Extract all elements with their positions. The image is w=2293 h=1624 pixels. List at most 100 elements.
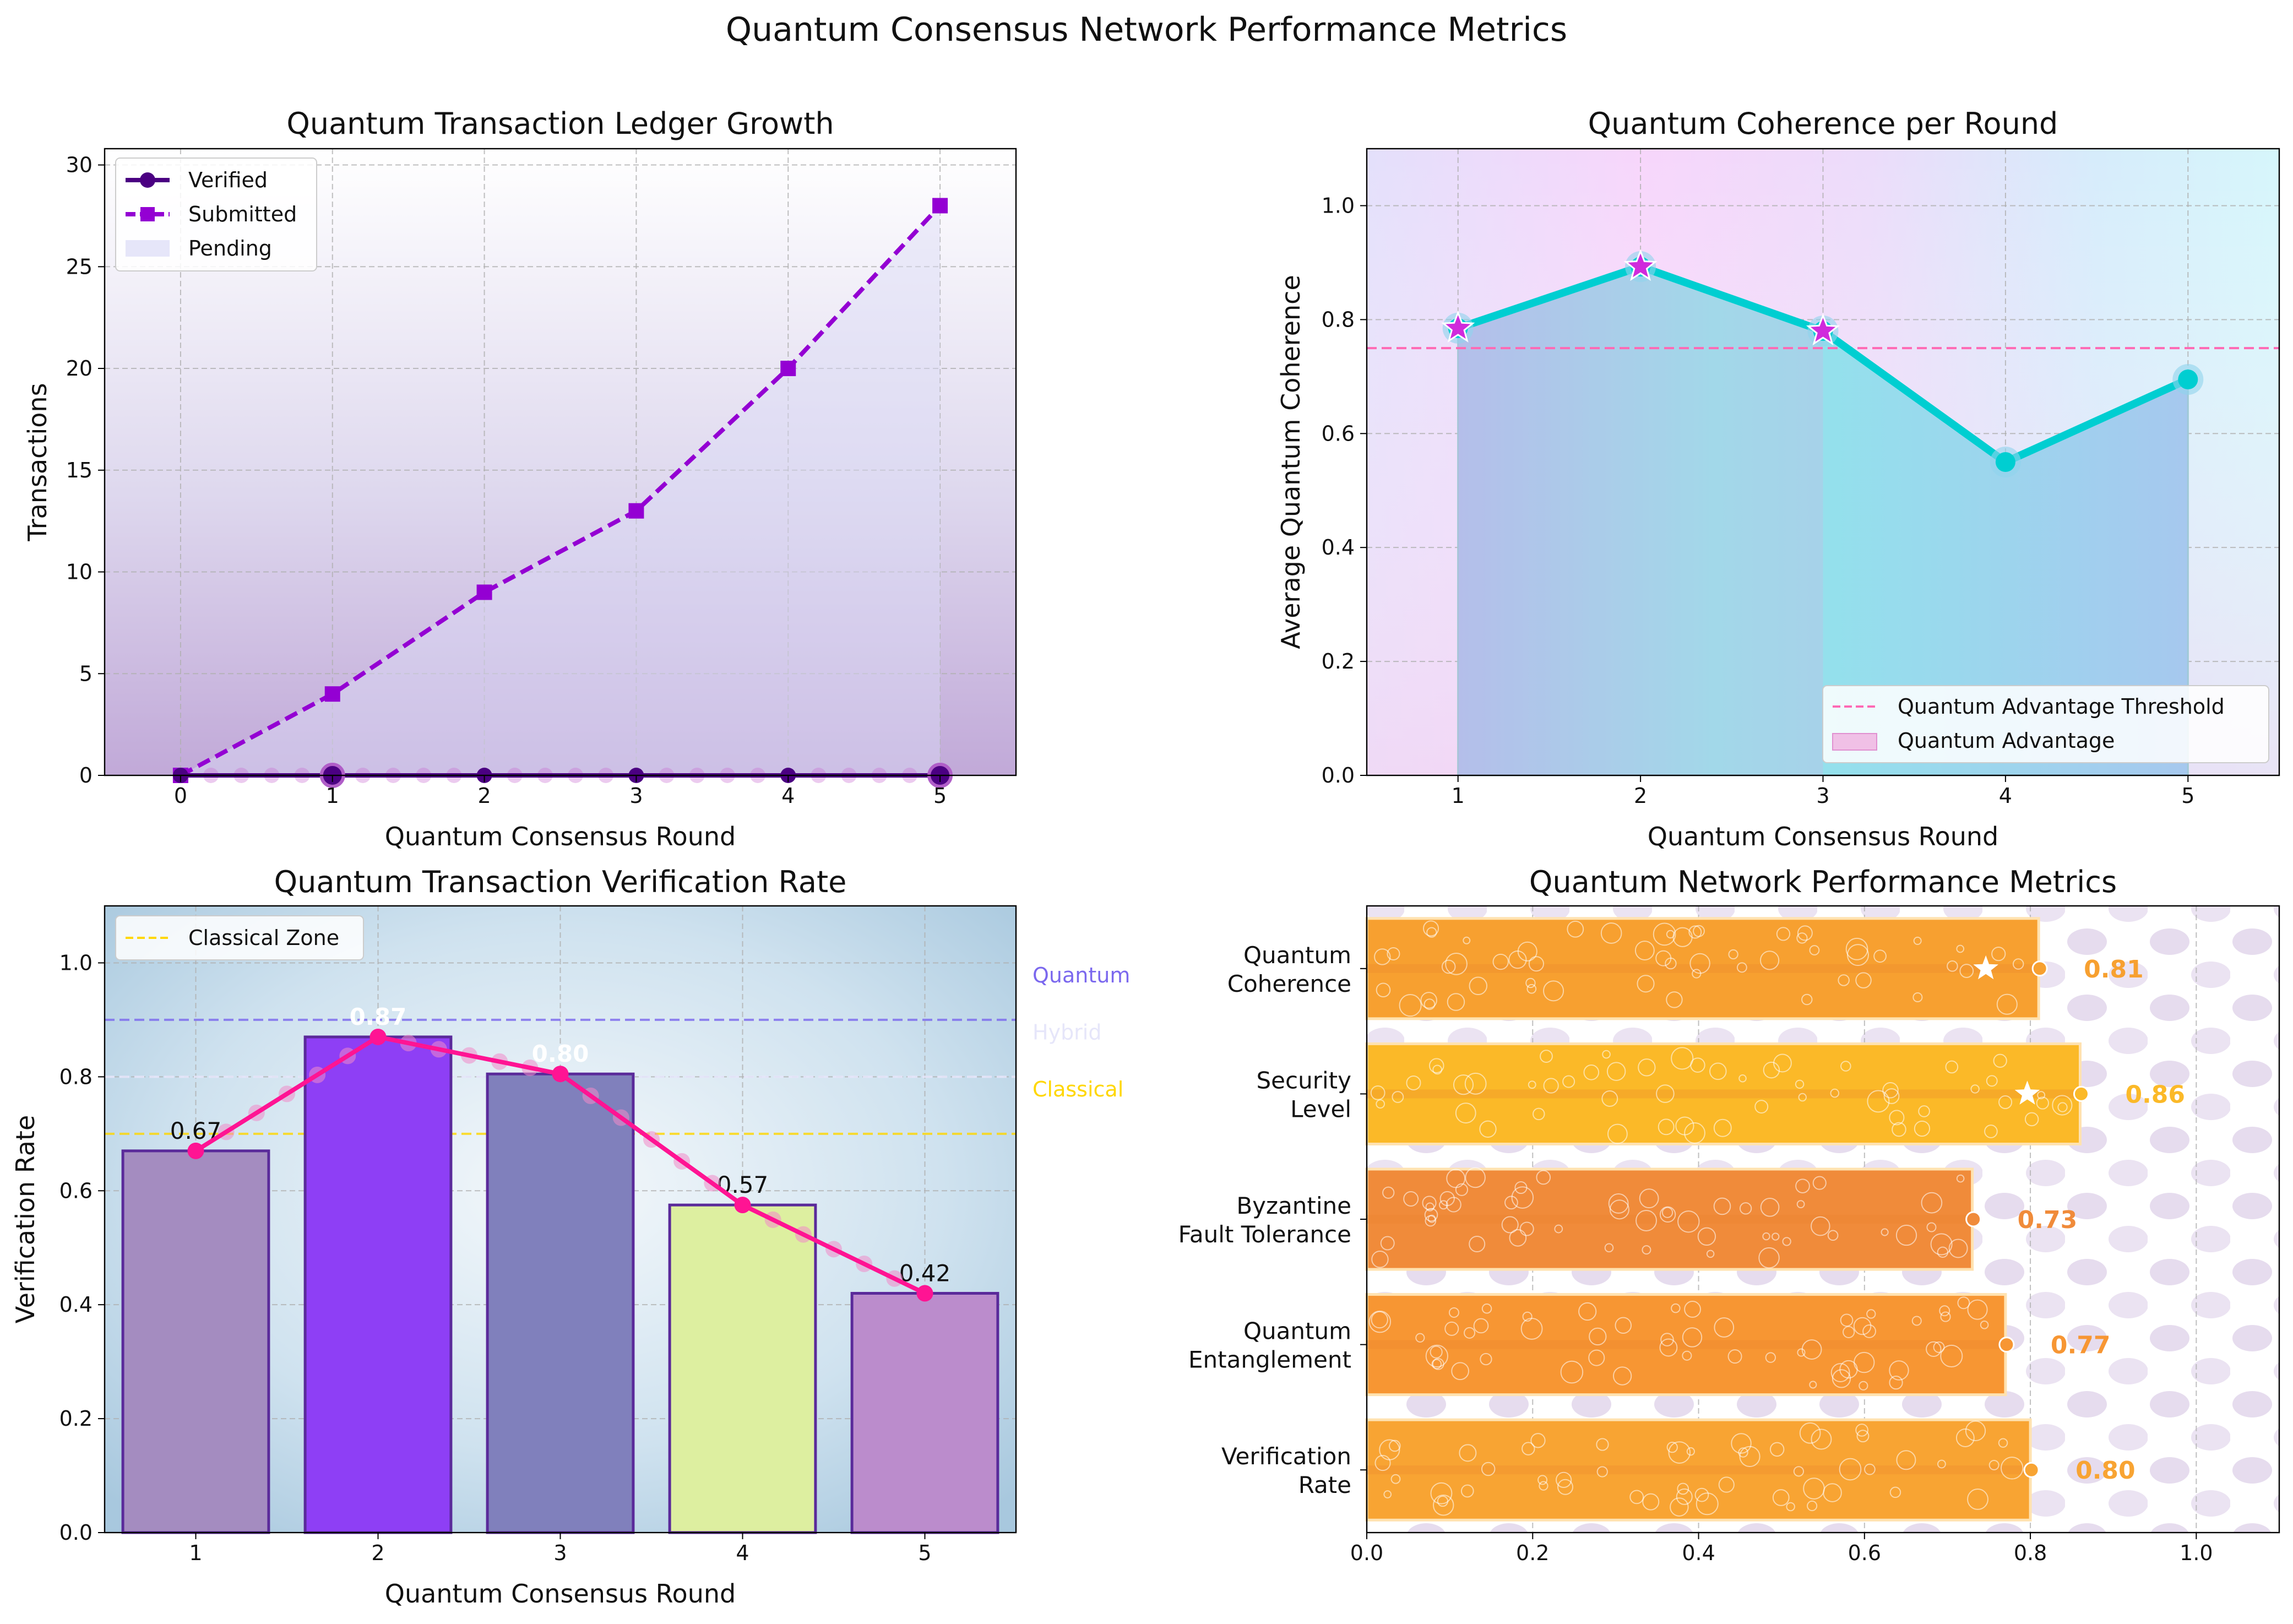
- bubble: [1479, 1120, 1497, 1138]
- bubble: [1689, 953, 1710, 974]
- bubble: [1796, 932, 1808, 944]
- bubble: [1446, 1169, 1466, 1188]
- zone-label-classical: Classical: [1033, 1077, 1123, 1101]
- bubble: [1786, 1502, 1795, 1512]
- metric-value-label: 0.80: [2075, 1457, 2136, 1485]
- legend-box: [1822, 685, 2269, 763]
- submitted-marker: [324, 686, 340, 702]
- chart-title: Quantum Transaction Verification Rate: [274, 865, 847, 899]
- bubble: [1444, 1321, 1459, 1336]
- bubble: [1798, 1093, 1807, 1102]
- bubble: [1554, 1224, 1563, 1234]
- verification-bar: [850, 1291, 999, 1534]
- bubble: [1425, 1202, 1435, 1212]
- bubble: [1543, 1078, 1559, 1094]
- x-tick-label: 5: [2181, 784, 2194, 808]
- metric-end-dot: [1965, 1211, 1982, 1227]
- x-tick-label: 5: [933, 784, 947, 808]
- bubble: [1519, 1221, 1534, 1236]
- x-axis-label: Quantum Consensus Round: [385, 1579, 736, 1609]
- bubble: [1937, 1246, 1949, 1258]
- bubble: [1801, 993, 1813, 1006]
- bubble: [1557, 1479, 1574, 1495]
- bubble: [1956, 1174, 1965, 1183]
- bubble: [1670, 1497, 1689, 1517]
- bubble: [1492, 953, 1509, 970]
- bubble: [1439, 1191, 1455, 1207]
- bubble: [2037, 1091, 2046, 1100]
- legend: Quantum Advantage Threshold Quantum Advan…: [1822, 685, 2269, 763]
- legend: Classical Zone: [115, 915, 364, 960]
- bubble: [1839, 1360, 1858, 1379]
- bubble: [1638, 1058, 1656, 1077]
- bubble: [1481, 1462, 1496, 1476]
- bubble: [1796, 1200, 1805, 1209]
- bubble: [1522, 1311, 1533, 1322]
- bubble: [1455, 1102, 1476, 1124]
- bubble: [1959, 964, 1974, 978]
- legend-verified-marker: [140, 172, 155, 188]
- bubble: [1881, 1228, 1889, 1236]
- y-tick-label: 30: [66, 153, 93, 177]
- bubble: [1889, 1375, 1903, 1390]
- bubble: [1540, 1050, 1553, 1063]
- bubble: [1438, 1200, 1448, 1210]
- bubble: [1840, 1061, 1851, 1072]
- bubble: [1370, 1085, 1385, 1100]
- zone-label-quantum: Quantum: [1033, 963, 1130, 987]
- bubble: [1727, 1349, 1742, 1364]
- bubble: [1736, 962, 1747, 973]
- bubble: [1528, 956, 1545, 972]
- bubble: [1856, 1430, 1870, 1443]
- y-axis-label: Average Quantum Coherence: [1276, 275, 1306, 649]
- y-tick-label: 0.2: [59, 1406, 93, 1431]
- bubble: [1639, 1188, 1659, 1209]
- y-tick-label: 0.8: [1322, 307, 1355, 332]
- x-tick-label: 3: [553, 1541, 567, 1565]
- x-tick-label: 0.4: [1682, 1541, 1715, 1565]
- verification-rate-chart: QuantumHybridClassical0.670.870.800.570.…: [10, 865, 1130, 1609]
- bubble: [1811, 1429, 1832, 1450]
- bubble: [1459, 1444, 1477, 1462]
- bubble: [1423, 998, 1436, 1010]
- bubble: [1424, 1208, 1438, 1222]
- bubble: [1380, 1236, 1395, 1251]
- bubble: [1406, 1075, 1421, 1091]
- bubble: [1690, 1057, 1705, 1073]
- trend-marker: [187, 1142, 204, 1159]
- trend-marker: [552, 1066, 569, 1083]
- bubble: [1957, 1296, 1970, 1310]
- x-tick-label: 5: [918, 1541, 931, 1565]
- metric-bar: [1365, 1167, 1974, 1271]
- bubble: [1940, 1311, 1951, 1322]
- bubble: [1432, 1357, 1444, 1370]
- bubble: [2001, 1457, 2024, 1480]
- metric-category-label: Level: [1290, 1095, 1351, 1122]
- submitted-marker: [476, 584, 492, 600]
- bubble: [1855, 972, 1872, 988]
- legend-submitted-label: Submitted: [188, 202, 297, 226]
- bubble: [1918, 1105, 1930, 1117]
- metric-category-label: Quantum: [1243, 1318, 1351, 1345]
- bubble: [1996, 993, 2018, 1015]
- bubble: [1697, 1227, 1716, 1246]
- bubble: [1560, 1360, 1584, 1384]
- bubble: [1998, 1438, 2008, 1448]
- legend-threshold-label: Quantum Advantage Threshold: [1898, 694, 2225, 719]
- submitted-marker: [780, 361, 796, 377]
- bubble: [1539, 1481, 1548, 1491]
- bubble: [1738, 1074, 1747, 1083]
- bubble: [1956, 944, 1965, 953]
- bubble: [1374, 1454, 1391, 1471]
- bubble: [1832, 1369, 1851, 1388]
- bubble: [1481, 1303, 1492, 1314]
- legend-pending-swatch: [126, 240, 170, 257]
- bubble: [1469, 1235, 1486, 1253]
- bubble: [2057, 1102, 2068, 1112]
- bubble: [1460, 1484, 1474, 1498]
- y-tick-label: 0.6: [59, 1178, 93, 1203]
- submitted-marker: [932, 198, 948, 214]
- bubble: [1855, 1424, 1868, 1437]
- legend-box: [115, 915, 364, 960]
